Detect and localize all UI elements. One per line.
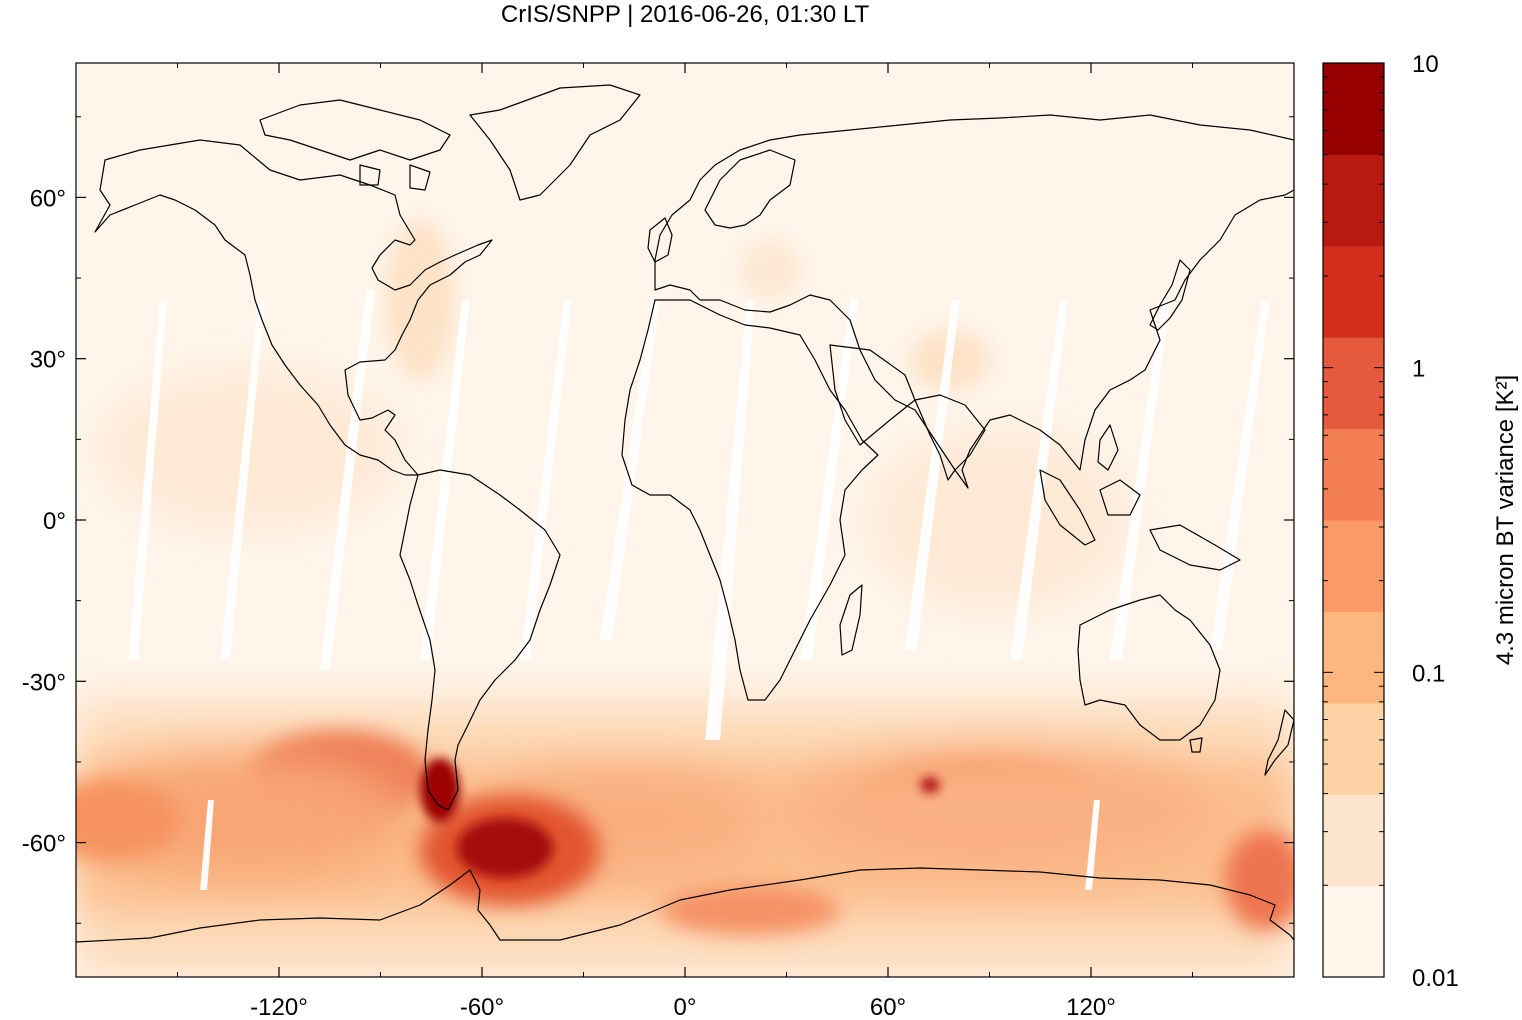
map-area: -120° -60° 0° 60° 120° 60° 30° 0° -30° -60° [22,62,1295,1020]
orbit-gap [520,300,572,660]
y-tick-label: -60° [22,831,66,858]
y-tick-label: 30° [30,347,66,374]
colorbar-label: 4.3 micron BT variance [K²] [1492,375,1519,665]
colorbar-tick-label: 1 [1412,356,1425,383]
colorbar-band [1323,611,1384,704]
nh-north-america [385,220,455,380]
coastline-maritime-se-asia [1039,424,1241,571]
orbit-gap [128,300,167,660]
orbit-gap [600,300,660,640]
coastline-india [914,394,986,481]
colorbar-band [1323,794,1384,887]
orbit-gaps [128,290,1270,890]
colorbar-frame [1322,62,1385,978]
coastline-uk [647,217,673,263]
x-tick-label: -60° [460,994,504,1020]
colorbar-band [1323,245,1384,338]
orbit-gap [1110,300,1170,660]
hotspot-weddell [660,885,840,935]
coastline-japan [1149,259,1191,331]
hotspot-south-pacific-outer [90,755,410,875]
coastline-arctic-islands [259,99,451,191]
nh-europe [740,240,800,300]
colorbar-band [1323,520,1384,612]
colorbar-tick-label: 0.1 [1412,660,1445,687]
x-tick-label: 0° [674,994,697,1020]
coastline-arabia [829,344,916,446]
orbit-gap [200,800,214,890]
coastline-tasmania [1189,737,1203,753]
orbit-gap [420,300,470,660]
orbit-gap [1085,800,1100,890]
coastline-africa [621,299,879,701]
orbit-gap [220,300,265,660]
hotspot-drake-core [457,818,553,878]
colorbar-band [1323,337,1384,430]
coastline-antarctica [76,867,1294,943]
x-tick-label: 120° [1066,994,1116,1020]
hotspot-tasman [1225,830,1294,930]
colorbar-tick-label: 10 [1412,51,1439,78]
coastline-greenland [469,84,641,201]
hotspot-kerguelen [920,777,940,793]
tropical-indian [870,430,1130,610]
orbit-gap [705,300,755,740]
colorbar-band [1323,885,1384,978]
coastline-europe-asia [654,114,1294,489]
chart-title: CrIS/SNPP | 2016-06-26, 01:30 LT [501,1,870,28]
coastline-scandinavia [704,149,796,229]
orbit-gap [1210,300,1270,650]
coastline-australia [1077,594,1221,741]
x-tick-label: 60° [870,994,906,1020]
coastline-north-america [94,139,493,476]
coastline-madagascar [839,584,863,656]
colorbar-band [1323,63,1384,155]
colorbar-bands [1323,63,1384,978]
y-tick-label: 60° [30,185,66,212]
hotspot-indian-ocean-outer [790,750,1210,870]
map-ticks: -120° -60° 0° 60° 120° 60° 30° 0° -30° -60° [22,63,1294,1020]
coastline-south-america [399,469,561,811]
orbit-gap [905,300,960,650]
orbit-gap [1010,300,1068,660]
y-tick-label: -30° [22,669,66,696]
colorbar-band [1323,702,1384,795]
x-tick-label: -120° [250,994,308,1020]
colorbar-ticks: 10 1 0.1 0.01 [1323,51,1459,992]
orbit-gap [320,290,375,670]
colorbar: 10 1 0.1 0.01 4.3 micron BT variance [K²] [1322,51,1519,992]
y-tick-label: 0° [43,508,66,535]
colorbar-band [1323,154,1384,247]
hotspot-south-pacific-west [76,780,180,860]
orbit-gap [800,300,858,660]
coastlines [76,84,1294,943]
colorbar-tick-label: 0.01 [1412,965,1459,992]
colorbar-band [1323,428,1384,521]
coastline-new-zealand [1264,709,1294,776]
